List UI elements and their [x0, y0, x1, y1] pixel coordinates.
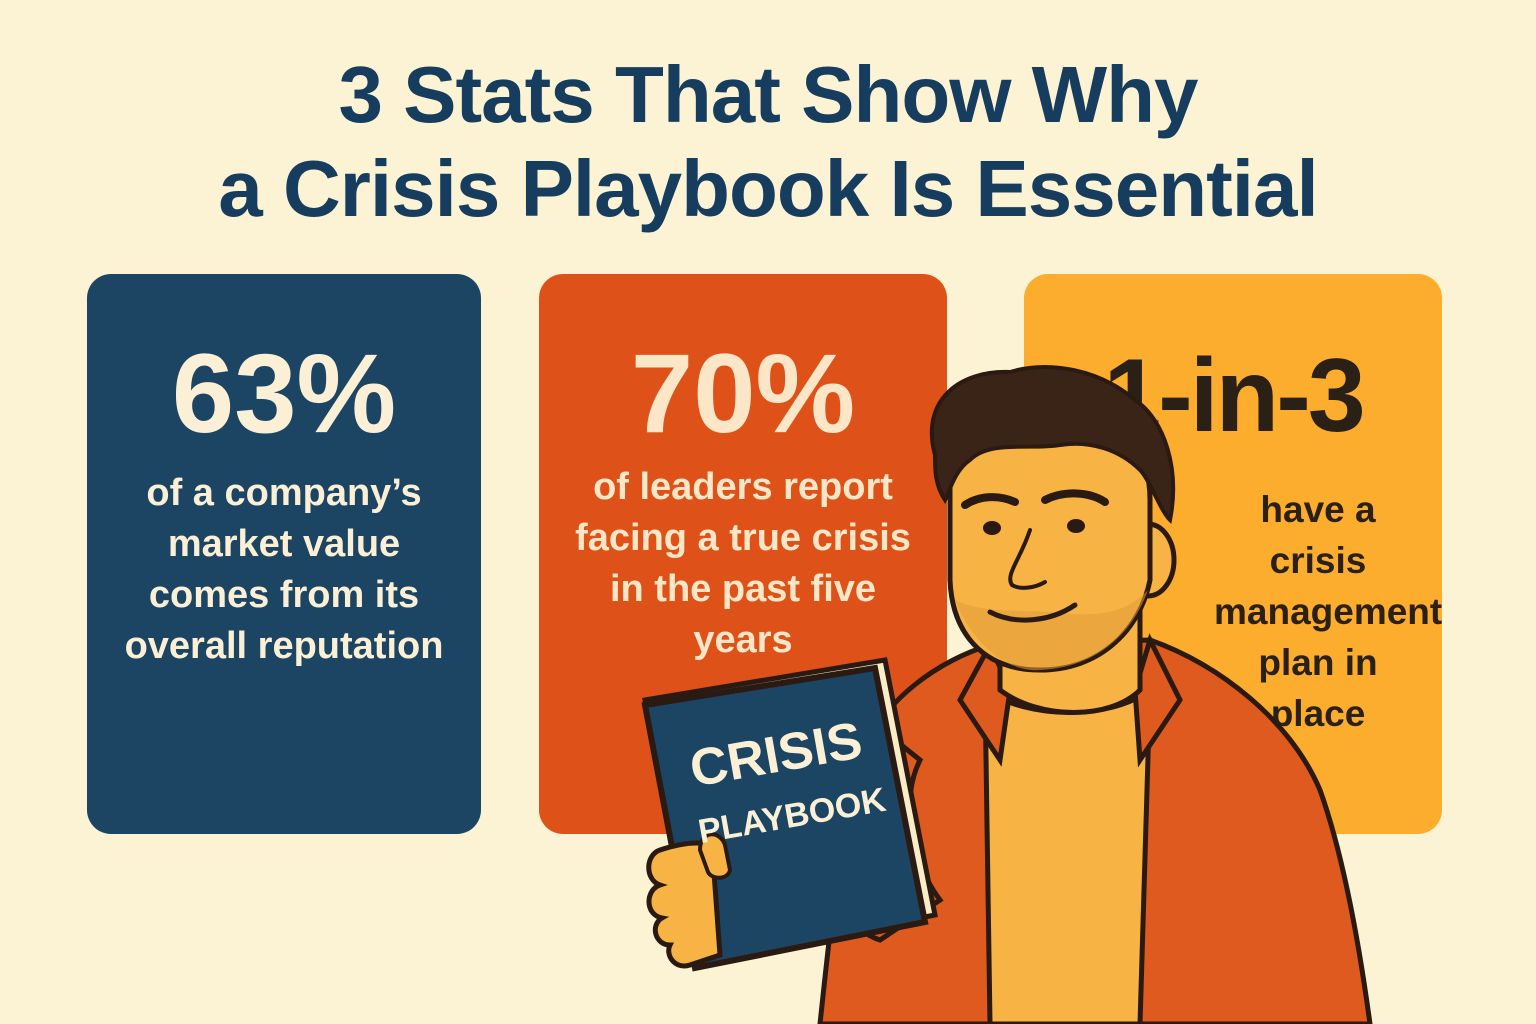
title-line-2: a Crisis Playbook Is Essential — [218, 144, 1318, 233]
page-title: 3 Stats That Show Why a Crisis Playbook … — [0, 48, 1536, 236]
thumb — [697, 832, 733, 880]
beard — [955, 590, 1148, 671]
title-line-1: 3 Stats That Show Why — [338, 50, 1198, 139]
nose — [1008, 528, 1047, 590]
left-eyebrow — [961, 493, 1019, 509]
left-eye — [983, 521, 1001, 535]
right-eye — [1067, 519, 1085, 533]
stat-description: of leaders report facing a true crisis i… — [575, 466, 911, 661]
t-shirt — [982, 684, 1153, 1024]
hair — [929, 365, 1175, 525]
mouth — [987, 602, 1078, 623]
stat-card-reputation: 63% of a company’s market value comes fr… — [87, 274, 481, 834]
stat-description: of a company’s market value comes from i… — [124, 472, 444, 667]
right-eyebrow — [1041, 489, 1109, 506]
stat-value: 70% — [630, 331, 856, 456]
stat-description: have a crisis management plan in place — [1214, 489, 1443, 734]
stat-value: 63% — [171, 331, 397, 456]
